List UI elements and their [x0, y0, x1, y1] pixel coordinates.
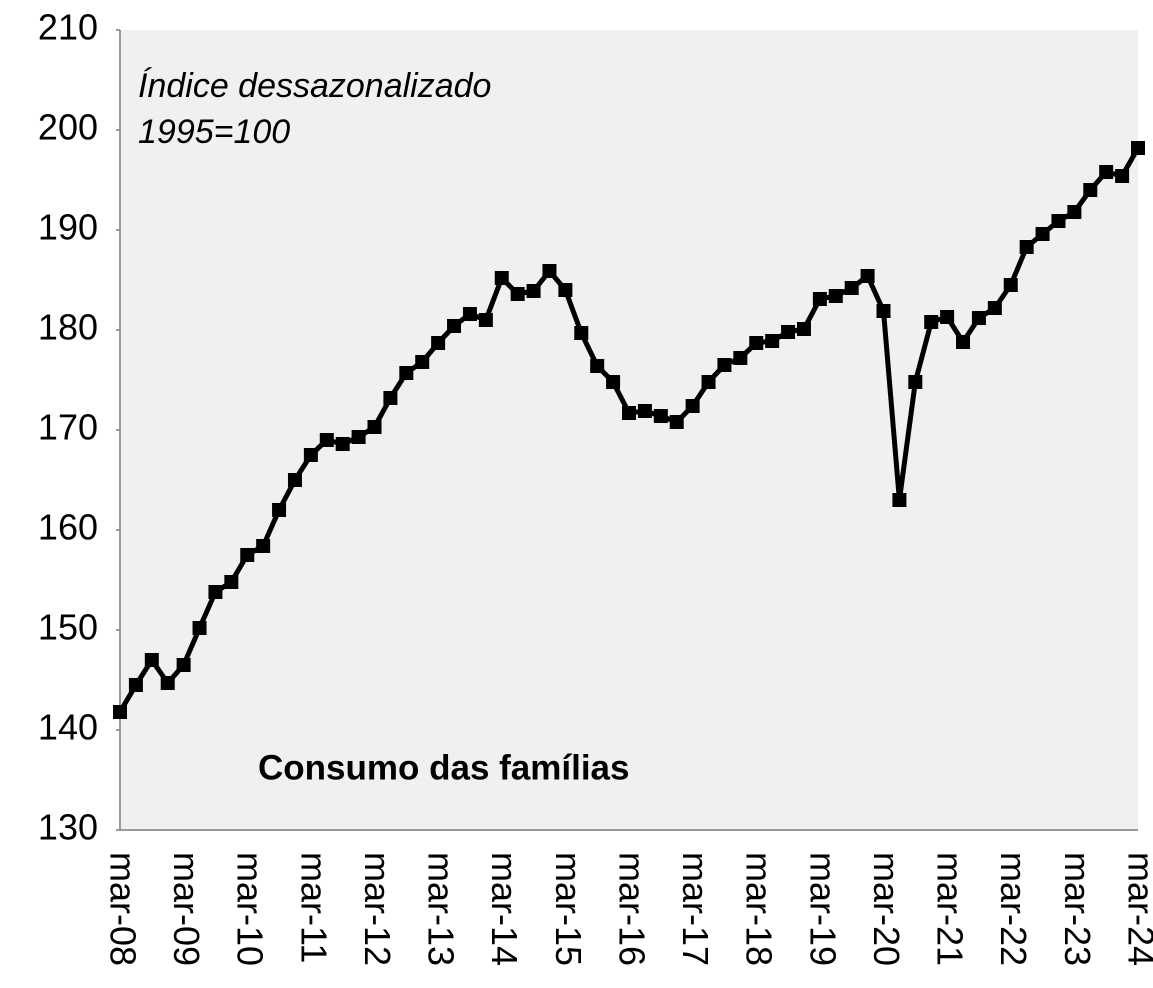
marker	[892, 493, 907, 507]
marker	[701, 375, 716, 389]
marker	[431, 336, 446, 350]
marker	[542, 264, 557, 278]
y-tick-label: 160	[38, 507, 98, 548]
marker	[383, 391, 398, 405]
marker	[367, 420, 382, 434]
marker	[462, 307, 477, 321]
marker	[1099, 165, 1114, 179]
x-tick-label: mar-14	[484, 852, 525, 966]
marker	[844, 281, 859, 295]
marker	[685, 399, 700, 413]
marker	[622, 406, 636, 420]
x-tick-label: mar-08	[102, 852, 143, 966]
marker	[1083, 183, 1098, 197]
marker	[924, 315, 939, 329]
marker	[637, 404, 652, 418]
marker	[351, 430, 366, 444]
marker	[781, 325, 796, 339]
y-tick-label: 180	[38, 307, 98, 348]
y-tick-label: 200	[38, 107, 98, 148]
marker	[113, 705, 127, 719]
marker	[510, 287, 525, 301]
marker	[590, 359, 605, 373]
x-tick-label: mar-22	[993, 852, 1034, 966]
marker	[208, 585, 223, 599]
marker	[319, 433, 334, 447]
x-tick-label: mar-15	[548, 852, 589, 966]
marker	[749, 336, 764, 350]
marker	[303, 448, 318, 462]
marker	[717, 358, 732, 372]
marker	[1067, 205, 1082, 219]
x-tick-label: mar-21	[930, 852, 971, 966]
x-tick-label: mar-24	[1120, 852, 1153, 966]
y-tick-label: 210	[38, 7, 98, 48]
marker	[765, 334, 780, 348]
marker	[940, 310, 955, 324]
marker	[160, 676, 175, 690]
marker	[987, 301, 1002, 315]
marker	[653, 409, 668, 423]
marker	[256, 539, 271, 553]
marker	[176, 658, 191, 672]
marker	[272, 503, 287, 517]
marker	[574, 326, 589, 340]
marker	[908, 375, 923, 389]
marker	[399, 366, 414, 380]
y-tick-label: 150	[38, 607, 98, 648]
marker	[192, 621, 207, 635]
x-tick-label: mar-09	[166, 852, 207, 966]
marker	[494, 271, 509, 285]
marker	[526, 284, 541, 298]
x-tick-label: mar-12	[357, 852, 398, 966]
x-tick-label: mar-10	[230, 852, 271, 966]
marker	[733, 351, 748, 365]
marker	[1035, 227, 1050, 241]
marker	[812, 292, 827, 306]
annotation: Índice dessazonalizado	[138, 67, 491, 105]
marker	[1115, 169, 1130, 183]
x-tick-label: mar-23	[1057, 852, 1098, 966]
marker	[956, 335, 971, 349]
marker	[796, 322, 811, 336]
annotation: 1995=100	[138, 113, 290, 151]
annotation: Consumo das famílias	[258, 748, 629, 787]
marker	[1019, 240, 1034, 254]
plot-area	[120, 30, 1138, 830]
marker	[128, 678, 143, 692]
marker	[558, 283, 573, 297]
x-tick-label: mar-16	[611, 852, 652, 966]
x-tick-label: mar-17	[675, 852, 716, 966]
marker	[828, 289, 843, 303]
marker	[335, 437, 350, 451]
y-tick-label: 190	[38, 207, 98, 248]
x-tick-label: mar-19	[802, 852, 843, 966]
marker	[860, 269, 875, 283]
y-tick-label: 140	[38, 707, 98, 748]
x-tick-label: mar-13	[421, 852, 462, 966]
x-tick-label: mar-11	[293, 852, 334, 963]
x-tick-label: mar-18	[739, 852, 780, 966]
marker	[224, 575, 239, 589]
marker	[1003, 278, 1018, 292]
marker	[1051, 214, 1066, 228]
marker	[415, 355, 430, 369]
marker	[1131, 141, 1145, 155]
marker	[971, 311, 986, 325]
marker	[606, 375, 621, 389]
marker	[876, 304, 891, 318]
y-tick-label: 130	[38, 807, 98, 848]
marker	[447, 319, 462, 333]
marker	[287, 473, 302, 487]
marker	[669, 415, 684, 429]
x-tick-label: mar-20	[866, 852, 907, 966]
y-tick-label: 170	[38, 407, 98, 448]
marker	[144, 653, 159, 667]
marker	[240, 548, 255, 562]
marker	[478, 313, 493, 327]
